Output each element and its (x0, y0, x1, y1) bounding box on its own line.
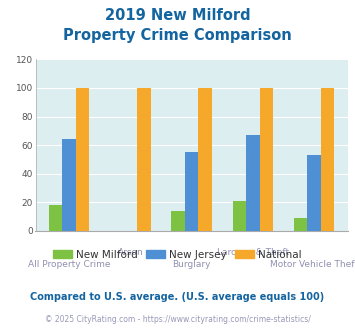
Text: Larceny & Theft: Larceny & Theft (217, 248, 289, 257)
Bar (246, 135, 260, 231)
Text: All Property Crime: All Property Crime (28, 260, 110, 269)
Text: © 2025 CityRating.com - https://www.cityrating.com/crime-statistics/: © 2025 CityRating.com - https://www.city… (45, 315, 310, 324)
Legend: New Milford, New Jersey, National: New Milford, New Jersey, National (49, 246, 306, 264)
Bar (233, 201, 246, 231)
Text: 2019 New Milford: 2019 New Milford (105, 8, 250, 23)
Bar (137, 88, 151, 231)
Text: Compared to U.S. average. (U.S. average equals 100): Compared to U.S. average. (U.S. average … (31, 292, 324, 302)
Bar (62, 140, 76, 231)
Bar (171, 211, 185, 231)
Bar (307, 155, 321, 231)
Text: Property Crime Comparison: Property Crime Comparison (63, 28, 292, 43)
Bar (76, 88, 89, 231)
Bar (49, 205, 62, 231)
Bar (294, 218, 307, 231)
Bar (198, 88, 212, 231)
Text: Burglary: Burglary (173, 260, 211, 269)
Bar (321, 88, 334, 231)
Text: Arson: Arson (118, 248, 143, 257)
Bar (185, 152, 198, 231)
Bar (260, 88, 273, 231)
Text: Motor Vehicle Theft: Motor Vehicle Theft (270, 260, 355, 269)
